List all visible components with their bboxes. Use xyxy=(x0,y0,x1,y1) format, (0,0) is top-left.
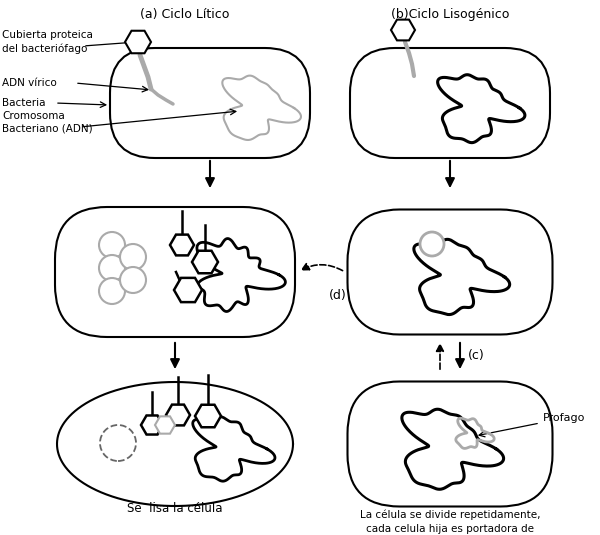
Text: Bacteria: Bacteria xyxy=(2,98,46,108)
Polygon shape xyxy=(391,20,415,40)
Circle shape xyxy=(120,267,146,293)
Polygon shape xyxy=(192,251,218,273)
Circle shape xyxy=(99,278,125,304)
FancyBboxPatch shape xyxy=(110,48,310,158)
FancyBboxPatch shape xyxy=(347,210,553,334)
Polygon shape xyxy=(195,405,221,427)
Polygon shape xyxy=(141,416,163,434)
Circle shape xyxy=(120,244,146,270)
Polygon shape xyxy=(125,30,151,54)
Text: (d): (d) xyxy=(329,288,347,302)
Text: ADN vírico: ADN vírico xyxy=(2,78,57,88)
Text: La célula se divide repetidamente,
cada celula hija es portadora de
un profago e: La célula se divide repetidamente, cada … xyxy=(360,510,540,535)
Polygon shape xyxy=(174,278,202,302)
Polygon shape xyxy=(155,416,175,434)
Text: Se  lisa la célula: Se lisa la célula xyxy=(127,501,223,515)
Text: Cubierta proteica
del bacteriófago: Cubierta proteica del bacteriófago xyxy=(2,30,93,54)
Circle shape xyxy=(420,232,444,256)
Text: (a) Ciclo Lítico: (a) Ciclo Lítico xyxy=(140,8,230,21)
Circle shape xyxy=(99,232,125,258)
Polygon shape xyxy=(57,382,293,506)
Polygon shape xyxy=(170,235,194,255)
FancyBboxPatch shape xyxy=(55,207,295,337)
Circle shape xyxy=(99,255,125,281)
Text: (b)Ciclo Lisogénico: (b)Ciclo Lisogénico xyxy=(391,8,509,21)
Text: Cromosoma
Bacteriano (ADN): Cromosoma Bacteriano (ADN) xyxy=(2,111,92,133)
Text: (c): (c) xyxy=(468,349,485,363)
FancyBboxPatch shape xyxy=(347,381,553,507)
Text: Profago: Profago xyxy=(543,413,586,423)
Circle shape xyxy=(100,425,136,461)
Polygon shape xyxy=(166,404,190,425)
FancyBboxPatch shape xyxy=(350,48,550,158)
